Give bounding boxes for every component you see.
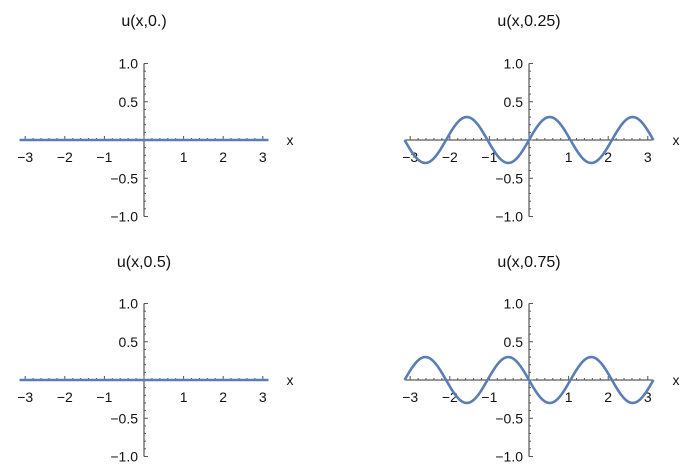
x-tick-label: 2 [604, 389, 612, 405]
y-tick-label: −0.5 [110, 170, 138, 186]
panel-1: u(x,0.25) −3 −2 −1 1 2 3 1.0 0.5 −0.5 −1.0 x [402, 13, 679, 225]
y-tick-label: −1.0 [495, 209, 523, 225]
panel-title: u(x,0.25) [497, 13, 560, 30]
panel-3: u(x,0.75)−3 −2 −1 1 2 31.00.5−0.5−1.0x [402, 254, 679, 465]
x-tick-label: −3 [17, 389, 33, 405]
x-tick-label: −2 [442, 149, 458, 165]
y-tick-label: 0.5 [504, 334, 524, 350]
x-tick-label: −1 [96, 389, 112, 405]
y-tick-label: −1.0 [110, 209, 138, 225]
panel-title: u(x,0.75) [497, 254, 560, 271]
y-tick-label: 1.0 [119, 56, 139, 72]
x-axis-label: x [673, 372, 680, 388]
x-tick-label: −3 [402, 149, 418, 165]
x-tick-label: −2 [57, 389, 73, 405]
panel-title: u(x,0.) [121, 13, 166, 30]
panel-title: u(x,0.5) [117, 254, 171, 271]
x-tick-label: 2 [219, 149, 227, 165]
panel-2: u(x,0.5) −3 −2 −1 1 2 3 1.0 0.5 −0.5 −1.0 x [17, 254, 293, 465]
x-tick-label: −2 [57, 149, 73, 165]
y-tick-label: 0.5 [504, 94, 524, 110]
y-tick-label: 0.5 [119, 334, 139, 350]
y-tick-label: 0.5 [119, 94, 139, 110]
y-tick-label: 1.0 [504, 56, 524, 72]
y-tick-label: −0.5 [110, 410, 138, 426]
y-tick-label: −0.5 [495, 170, 523, 186]
x-tick-label: 3 [644, 149, 652, 165]
x-axis-label: x [287, 372, 294, 388]
y-tick-label: −1.0 [110, 449, 138, 465]
series-line [403, 115, 655, 165]
x-tick-label: −1 [481, 149, 497, 165]
x-tick-label: 1 [565, 149, 573, 165]
x-tick-label: 3 [259, 389, 267, 405]
x-tick-label: 2 [604, 149, 612, 165]
x-tick-label: 1 [180, 389, 188, 405]
panel-0: u(x,0.) −3 −2 −1 1 2 3 1.0 0.5 −0.5 −1.0 x [17, 13, 293, 225]
x-tick-label: 2 [219, 389, 227, 405]
x-axis-label: x [287, 132, 294, 148]
y-tick-label: 1.0 [504, 296, 524, 312]
x-tick-label: −1 [481, 389, 497, 405]
x-tick-label: 3 [259, 149, 267, 165]
x-tick-label: 1 [565, 389, 573, 405]
series-line [403, 355, 655, 405]
x-axis-label: x [673, 132, 680, 148]
x-tick-label: 3 [644, 389, 652, 405]
x-tick-label: −1 [96, 149, 112, 165]
y-tick-label: −1.0 [495, 449, 523, 465]
y-tick-label: −0.5 [495, 410, 523, 426]
y-tick-label: 1.0 [119, 296, 139, 312]
x-tick-label: −3 [402, 389, 418, 405]
x-tick-label: −3 [17, 149, 33, 165]
x-tick-label: 1 [180, 149, 188, 165]
